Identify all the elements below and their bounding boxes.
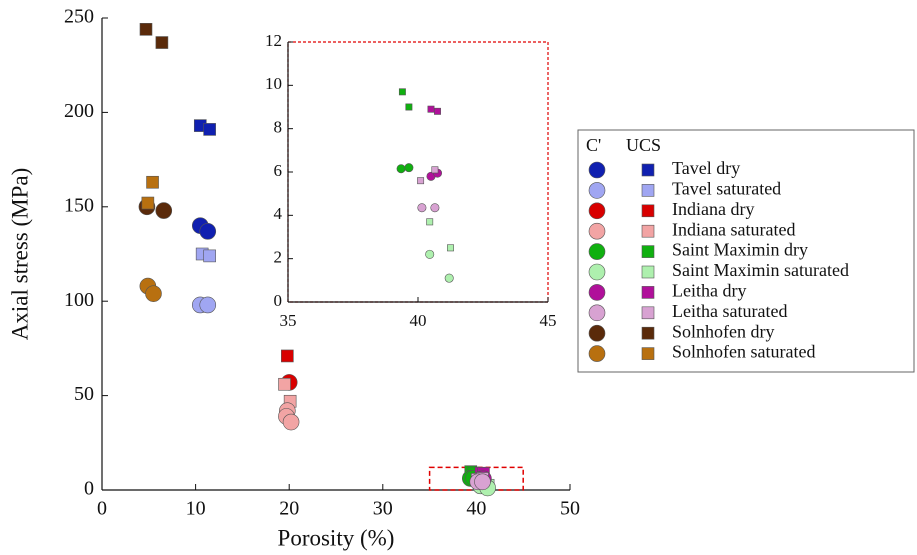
inset-point-circle [417,203,427,213]
point-circle [145,285,162,302]
inset-point-square [434,107,441,115]
point-square [278,377,291,391]
inset-point-circle [425,249,435,259]
legend-square [641,204,655,218]
point-square [155,36,169,49]
legend-square [641,184,655,197]
legend-box [577,129,915,373]
point-square [141,196,155,210]
y-tick-label: 50 [74,383,94,405]
legend-square [641,306,655,320]
legend-label: Solnhofen dry [672,321,775,341]
inset-point-square [405,103,413,111]
inset-point-circle [430,203,440,213]
legend-circle [588,324,606,342]
y-tick-label: 150 [64,194,94,216]
x-tick-label: 40 [466,498,486,520]
legend-label: Indiana dry [672,199,754,219]
legend-label: Solnhofen saturated [672,342,815,362]
legend-header: UCS [626,135,661,155]
point-square [203,249,216,263]
legend-circle [588,202,606,220]
inset-point-square [398,88,406,96]
inset-y-tick-label: 10 [265,74,282,93]
inset-x-tick-label: 35 [280,311,297,330]
inset-y-tick-label: 0 [274,291,283,310]
inset-point-square [427,105,435,113]
inset-point-square [426,218,434,226]
legend-header: C' [586,135,601,155]
legend-label: Leitha dry [672,281,746,301]
legend-label: Saint Maximin dry [672,240,808,260]
x-tick-label: 20 [279,498,299,520]
legend-label: Tavel saturated [672,179,781,199]
point-square [203,123,216,136]
point-circle [474,473,491,491]
legend-label: Leitha saturated [672,301,787,321]
legend-square [641,326,655,340]
inset-x-tick-label: 45 [540,311,557,330]
inset-y-tick-label: 6 [274,161,283,180]
y-axis-title: Axial stress (MPa) [7,168,32,340]
inset-y-tick-label: 8 [274,118,283,137]
legend-circle [588,243,606,260]
point-square [146,175,159,189]
inset-point-square [417,177,425,185]
point-square [139,23,153,36]
point-circle [282,413,300,431]
inset-point-circle [404,163,414,173]
y-tick-label: 200 [64,100,94,122]
x-axis-title: Porosity (%) [278,525,395,550]
inset-point-circle [396,164,406,174]
inset-y-tick-label: 2 [274,248,283,267]
legend-square [641,265,655,279]
legend-square [641,163,655,177]
inset-x-tick-label: 40 [410,311,427,330]
legend-square [641,245,655,258]
inset-y-tick-label: 12 [265,31,282,50]
x-tick-label: 10 [186,498,206,520]
legend-circle [588,345,606,362]
point-circle [199,223,217,240]
y-tick-label: 100 [64,289,94,311]
legend-circle [588,182,606,199]
legend-square [641,224,655,238]
legend-label: Tavel dry [672,158,740,178]
y-tick-label: 0 [84,478,94,500]
inset-point-square [447,244,454,252]
legend-label: Indiana saturated [672,219,795,239]
inset-y-tick-label: 4 [274,204,283,223]
x-tick-label: 30 [373,498,393,520]
legend-circle [588,263,606,281]
point-square [281,349,294,363]
inset-point-square [431,166,439,174]
point-circle [155,202,173,219]
legend-circle [588,304,606,322]
legend-square [641,347,655,360]
legend-circle [588,284,606,301]
inset-point-circle [444,273,454,283]
legend-circle [588,161,606,179]
y-tick-label: 250 [64,6,94,28]
legend-square [641,286,655,299]
point-circle [199,296,217,314]
x-tick-label: 0 [97,498,107,520]
inset-frame [287,41,549,303]
legend-circle [588,222,606,240]
legend-label: Saint Maximin saturated [672,260,849,280]
x-tick-label: 50 [560,498,580,520]
